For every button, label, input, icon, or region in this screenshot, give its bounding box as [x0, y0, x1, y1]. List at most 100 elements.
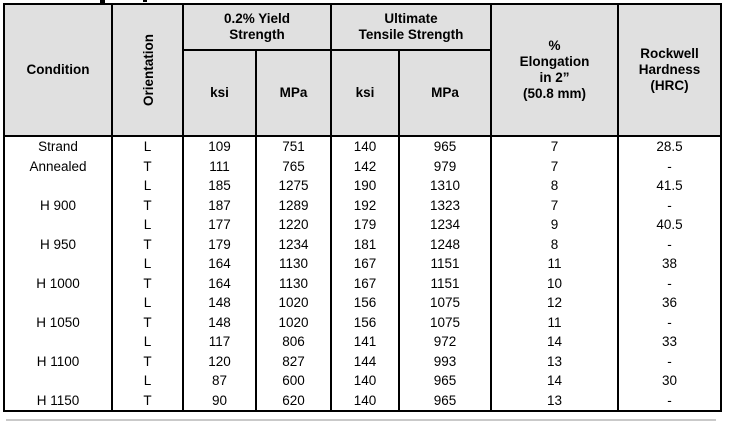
uts-mpa-cell: 1151: [398, 254, 493, 274]
uts-mpa-cell: 1075: [398, 312, 493, 332]
column-header-uts-ksi: ksi: [330, 49, 401, 137]
orientation-cell: L: [111, 215, 184, 235]
header-units-row: ksi MPa ksi MPa: [4, 49, 721, 137]
table-body: Strand L 109 751 140 965 7 28.5 Annealed T 111 765 1…: [3, 135, 723, 412]
yield-ksi-cell: 87: [182, 371, 257, 391]
orientation-cell: T: [111, 156, 184, 176]
uts-mpa-cell: 979: [398, 156, 493, 176]
rockwell-hardness-cell: -: [617, 312, 723, 332]
condition-cell: H 900: [3, 195, 113, 215]
table-row: L 87 600 140 965 14 30: [3, 371, 723, 391]
yield-mpa-cell: 1234: [254, 234, 333, 254]
table-row: H 1100 T 120 827 144 993 13-: [3, 351, 723, 371]
column-header-elongation: % Elongation in 2” (50.8 mm): [490, 3, 620, 137]
yield-mpa-cell: 600: [254, 371, 333, 391]
elongation-cell: 13: [490, 390, 620, 412]
orientation-cell: L: [111, 254, 184, 274]
yield-ksi-cell: 111: [182, 156, 257, 176]
rockwell-hardness-cell: -: [617, 390, 723, 412]
uts-ksi-cell: 156: [330, 293, 401, 313]
uts-mpa-cell: 993: [398, 351, 493, 371]
condition-cell: [3, 254, 113, 274]
yield-ksi-cell: 109: [182, 135, 257, 157]
uts-ksi-cell: 141: [330, 332, 401, 352]
rockwell-hardness-cell: 30: [617, 371, 723, 391]
yield-mpa-cell: 1130: [254, 254, 333, 274]
uts-mpa-cell: 1248: [398, 234, 493, 254]
orientation-cell: T: [111, 312, 184, 332]
table-row: H 1000 T 164 1130 167 1151 10-: [3, 273, 723, 293]
elongation-cell: 14: [490, 371, 620, 391]
elongation-cell: 7: [490, 135, 620, 157]
table-row: L 177 1220 179 1234 9 40.5: [3, 215, 723, 235]
uts-ksi-cell: 167: [330, 273, 401, 293]
elongation-cell: 13: [490, 351, 620, 371]
yield-mpa-cell: 751: [254, 135, 333, 157]
uts-ksi-cell: 190: [330, 176, 401, 196]
elongation-cell: 7: [490, 156, 620, 176]
column-group-yield-strength-label: 0.2% Yield Strength: [223, 11, 291, 42]
column-header-elongation-label: % Elongation in 2” (50.8 mm): [519, 38, 590, 101]
table-row: H 1050 T 148 1020 156 1075 11-: [3, 312, 723, 332]
table-row: Annealed T 111 765 142 979 7-: [3, 156, 723, 176]
uts-ksi-cell: 140: [330, 390, 401, 412]
yield-ksi-cell: 148: [182, 312, 257, 332]
column-header-orientation-label: Orientation: [141, 33, 157, 106]
elongation-cell: 9: [490, 215, 620, 235]
column-header-rockwell-hardness: Rockwell Hardness (HRC): [617, 3, 723, 137]
uts-mpa-cell: 965: [398, 135, 493, 157]
yield-ksi-cell: 185: [182, 176, 257, 196]
yield-ksi-cell: 117: [182, 332, 257, 352]
mechanical-properties-table: Condition Orientation 0.2% Yield Strengt…: [3, 3, 723, 412]
yield-mpa-cell: 806: [254, 332, 333, 352]
cropped-text-artifact: [143, 0, 147, 2]
uts-mpa-cell: 1310: [398, 176, 493, 196]
table-row: L 117 806 141 972 14 33: [3, 332, 723, 352]
rockwell-hardness-cell: -: [617, 234, 723, 254]
condition-cell: Annealed: [3, 156, 113, 176]
yield-ksi-cell: 148: [182, 293, 257, 313]
rockwell-hardness-cell: -: [617, 195, 723, 215]
orientation-cell: L: [111, 293, 184, 313]
column-header-condition-label: Condition: [26, 62, 90, 78]
uts-mpa-cell: 1151: [398, 273, 493, 293]
table-row: L 164 1130 167 1151 11 38: [3, 254, 723, 274]
elongation-cell: 14: [490, 332, 620, 352]
orientation-cell: T: [111, 273, 184, 293]
yield-mpa-cell: 1275: [254, 176, 333, 196]
orientation-cell: L: [111, 176, 184, 196]
uts-ksi-cell: 144: [330, 351, 401, 371]
uts-ksi-cell: 140: [330, 371, 401, 391]
rockwell-hardness-cell: 36: [617, 293, 723, 313]
elongation-cell: 10: [490, 273, 620, 293]
table-row: Strand L 109 751 140 965 7 28.5: [3, 135, 723, 157]
yield-mpa-cell: 1289: [254, 195, 333, 215]
column-group-ultimate-tensile-strength-label: Ultimate Tensile Strength: [358, 11, 464, 42]
uts-ksi-cell: 179: [330, 215, 401, 235]
orientation-cell: L: [111, 332, 184, 352]
condition-cell: H 1050: [3, 312, 113, 332]
rockwell-hardness-cell: 38: [617, 254, 723, 274]
condition-cell: [3, 332, 113, 352]
table-row: L 148 1020 156 1075 12 36: [3, 293, 723, 313]
rockwell-hardness-cell: 33: [617, 332, 723, 352]
yield-ksi-cell: 187: [182, 195, 257, 215]
yield-mpa-cell: 620: [254, 390, 333, 412]
uts-mpa-cell: 1075: [398, 293, 493, 313]
uts-ksi-cell: 192: [330, 195, 401, 215]
elongation-cell: 7: [490, 195, 620, 215]
uts-mpa-cell: 965: [398, 371, 493, 391]
table-header: Condition Orientation 0.2% Yield Strengt…: [3, 3, 723, 137]
uts-ksi-cell: 181: [330, 234, 401, 254]
yield-ksi-cell: 177: [182, 215, 257, 235]
rockwell-hardness-cell: -: [617, 351, 723, 371]
elongation-cell: 8: [490, 234, 620, 254]
condition-cell: [3, 371, 113, 391]
column-header-yield-ksi: ksi: [182, 49, 257, 137]
yield-mpa-cell: 1220: [254, 215, 333, 235]
header-group-row: Condition Orientation 0.2% Yield Strengt…: [3, 3, 723, 137]
uts-ksi-cell: 167: [330, 254, 401, 274]
condition-cell: H 1000: [3, 273, 113, 293]
elongation-cell: 8: [490, 176, 620, 196]
